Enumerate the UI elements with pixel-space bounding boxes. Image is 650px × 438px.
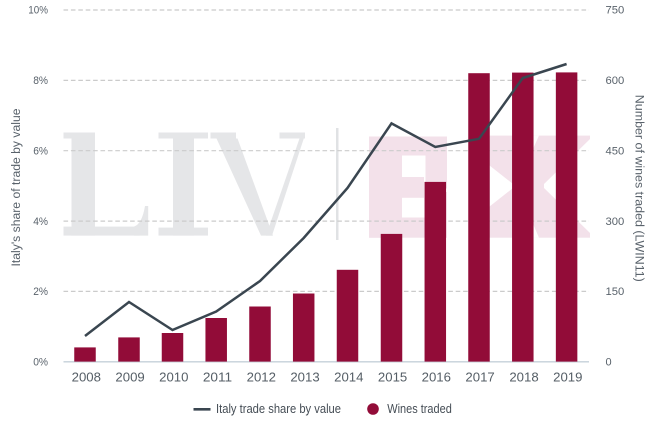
svg-text:0: 0	[606, 356, 612, 368]
svg-text:2015: 2015	[378, 370, 407, 385]
svg-text:2010: 2010	[159, 370, 188, 385]
svg-text:2011: 2011	[203, 370, 232, 385]
svg-text:750: 750	[606, 5, 625, 17]
svg-text:2013: 2013	[290, 370, 319, 385]
svg-text:10%: 10%	[28, 5, 48, 17]
svg-text:2019: 2019	[553, 370, 582, 385]
svg-text:450: 450	[606, 145, 625, 157]
svg-text:2012: 2012	[247, 370, 276, 385]
svg-text:2017: 2017	[465, 370, 494, 385]
svg-text:Italy trade share by value: Italy trade share by value	[216, 401, 341, 416]
svg-text:2018: 2018	[509, 370, 538, 385]
svg-text:2008: 2008	[72, 370, 101, 385]
svg-text:600: 600	[606, 75, 625, 87]
svg-text:Wines traded: Wines traded	[387, 401, 452, 416]
svg-text:300: 300	[606, 216, 625, 228]
svg-text:Number of wines traded (LWIN11: Number of wines traded (LWIN11)	[633, 95, 645, 282]
svg-text:2009: 2009	[115, 370, 144, 385]
svg-text:2016: 2016	[422, 370, 451, 385]
svg-text:2014: 2014	[334, 370, 363, 385]
svg-text:6%: 6%	[33, 145, 48, 157]
svg-text:8%: 8%	[33, 75, 48, 87]
svg-text:2%: 2%	[33, 286, 48, 298]
svg-text:Italy's share of trade by valu: Italy's share of trade by value	[11, 109, 23, 267]
svg-text:4%: 4%	[33, 216, 48, 228]
svg-text:150: 150	[606, 286, 625, 298]
svg-text:0%: 0%	[33, 356, 48, 368]
